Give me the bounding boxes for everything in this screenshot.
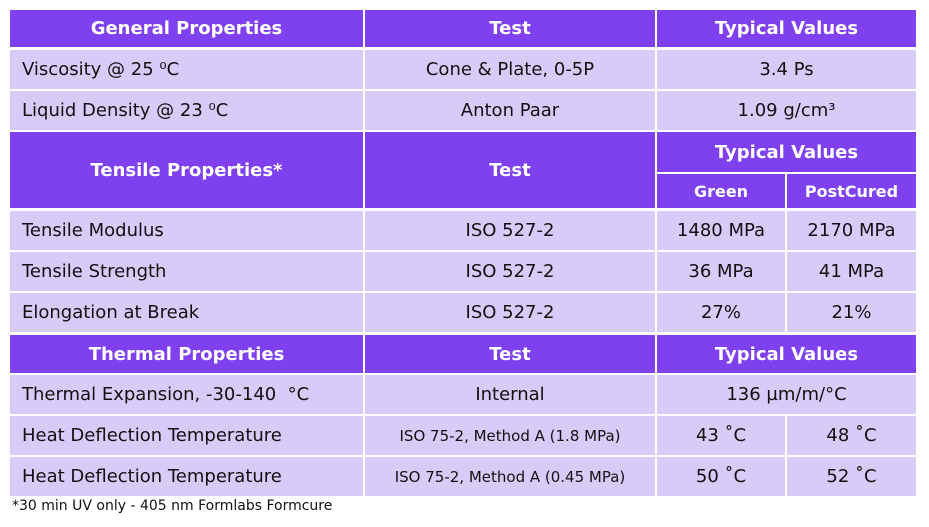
cell: Viscosity @ 25 ⁰C bbox=[10, 50, 363, 89]
header-cell: Typical Values bbox=[657, 132, 916, 172]
subheader-cell: PostCured bbox=[787, 174, 916, 208]
cell: 21% bbox=[787, 293, 916, 332]
cell: 3.4 Ps bbox=[657, 50, 916, 89]
cell: 48 ˚C bbox=[787, 416, 916, 455]
cell: Heat Deflection Temperature bbox=[10, 457, 363, 496]
cell: 1.09 g/cm³ bbox=[657, 91, 916, 130]
header-cell: Tensile Properties* bbox=[10, 132, 363, 208]
cell: 36 MPa bbox=[657, 252, 785, 291]
header-cell: Test bbox=[365, 132, 655, 208]
cell: 1480 MPa bbox=[657, 211, 785, 250]
cell: Cone & Plate, 0-5P bbox=[365, 50, 655, 89]
subheader-cell: Green bbox=[657, 174, 785, 208]
cell: 41 MPa bbox=[787, 252, 916, 291]
cell: Liquid Density @ 23 ⁰C bbox=[10, 91, 363, 130]
cell: ISO 527-2 bbox=[365, 211, 655, 250]
cell: 136 µm/m/°C bbox=[657, 375, 916, 414]
cell: Heat Deflection Temperature bbox=[10, 416, 363, 455]
header-cell: Test bbox=[365, 10, 655, 47]
cell: ISO 527-2 bbox=[365, 252, 655, 291]
header-cell: General Properties bbox=[10, 10, 363, 47]
cell: 27% bbox=[657, 293, 785, 332]
cell: Tensile Modulus bbox=[10, 211, 363, 250]
cell: ISO 75-2, Method A (1.8 MPa) bbox=[365, 416, 655, 455]
header-cell: Test bbox=[365, 335, 655, 373]
footnote: *30 min UV only - 405 nm Formlabs Formcu… bbox=[12, 498, 333, 514]
cell: Thermal Expansion, -30-140 °C bbox=[10, 375, 363, 414]
cell: 43 ˚C bbox=[657, 416, 785, 455]
cell: Anton Paar bbox=[365, 91, 655, 130]
cell: 2170 MPa bbox=[787, 211, 916, 250]
cell: Elongation at Break bbox=[10, 293, 363, 332]
cell: ISO 527-2 bbox=[365, 293, 655, 332]
header-cell: Typical Values bbox=[657, 335, 916, 373]
cell: 52 ˚C bbox=[787, 457, 916, 496]
cell: 50 ˚C bbox=[657, 457, 785, 496]
header-cell: Thermal Properties bbox=[10, 335, 363, 373]
header-cell: Typical Values bbox=[657, 10, 916, 47]
cell: ISO 75-2, Method A (0.45 MPa) bbox=[365, 457, 655, 496]
cell: Internal bbox=[365, 375, 655, 414]
cell: Tensile Strength bbox=[10, 252, 363, 291]
